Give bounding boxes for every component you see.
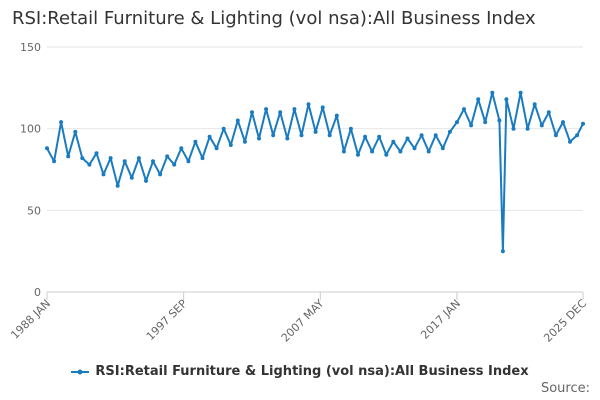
data-point[interactable] [384,152,389,157]
data-point[interactable] [285,136,290,141]
x-tick-label: 1997 SEP [144,297,190,343]
data-point[interactable] [108,156,113,161]
data-point[interactable] [115,183,120,188]
data-point[interactable] [391,139,396,144]
data-point[interactable] [455,120,459,125]
data-point[interactable] [264,107,269,112]
data-point[interactable] [73,129,78,134]
source-label: Source: [540,381,590,396]
data-point[interactable] [405,136,410,141]
data-point[interactable] [193,139,198,144]
data-point[interactable] [419,133,424,138]
data-point[interactable] [553,133,558,138]
x-tick-label: 1988 JAN [8,297,53,342]
data-point[interactable] [348,126,353,131]
data-point[interactable] [221,126,226,131]
data-point[interactable] [228,143,233,147]
data-point[interactable] [447,129,452,134]
data-point[interactable] [122,159,127,164]
data-point[interactable] [440,146,445,151]
data-point[interactable] [87,162,92,167]
legend-label: RSI:Retail Furniture & Lighting (vol nsa… [95,364,529,379]
data-point[interactable] [250,110,254,115]
data-point[interactable] [341,149,346,154]
data-point[interactable] [483,120,488,125]
data-point[interactable] [504,97,509,102]
data-point[interactable] [356,152,360,157]
data-point[interactable] [313,129,318,134]
series-group [45,90,585,254]
data-point[interactable] [497,118,502,123]
data-point[interactable] [433,133,438,138]
data-point[interactable] [179,146,184,151]
data-point[interactable] [476,97,481,102]
y-axis: 0 50 100 150 [20,41,41,299]
data-point[interactable] [370,149,375,154]
data-point[interactable] [327,133,332,138]
legend[interactable]: RSI:Retail Furniture & Lighting (vol nsa… [0,364,600,379]
data-point[interactable] [52,159,57,164]
data-point[interactable] [581,121,585,126]
data-point[interactable] [306,102,311,107]
legend-swatch [71,369,90,374]
data-point[interactable] [518,90,523,95]
x-tick-label: 2025 DEC [541,297,589,345]
data-point[interactable] [334,113,339,118]
data-point[interactable] [398,149,403,154]
data-point[interactable] [200,156,205,161]
data-point[interactable] [320,105,325,110]
data-point[interactable] [525,126,530,131]
data-point[interactable] [172,162,177,167]
data-point[interactable] [207,134,212,139]
data-point[interactable] [546,110,551,115]
data-point[interactable] [45,146,49,151]
series-line-0 [46,91,584,253]
data-point[interactable] [101,172,106,177]
data-point[interactable] [257,136,261,141]
data-point[interactable] [292,107,297,112]
data-point[interactable] [532,102,537,107]
y-tick-label: 50 [27,204,41,217]
x-tick-label: 2007 MAY [279,297,327,345]
data-point[interactable] [377,134,382,139]
x-axis: 1988 JAN 1997 SEP 2007 MAY 2017 JAN 2025 DEC [8,292,589,345]
data-point[interactable] [144,178,148,183]
data-point[interactable] [363,134,368,139]
data-point[interactable] [490,90,495,95]
data-point[interactable] [412,146,417,151]
data-point[interactable] [500,249,505,254]
data-point[interactable] [80,156,85,161]
data-point[interactable] [575,133,580,138]
chart-title: RSI:Retail Furniture & Lighting (vol nsa… [12,8,536,29]
data-point[interactable] [94,151,99,156]
data-point[interactable] [129,175,134,180]
data-point[interactable] [235,118,240,123]
data-point[interactable] [462,107,466,112]
data-point[interactable] [469,123,474,128]
data-point[interactable] [561,120,565,125]
data-point[interactable] [426,149,431,154]
data-point[interactable] [151,159,155,164]
y-tick-label: 150 [20,41,41,54]
data-point[interactable] [242,139,247,144]
data-point[interactable] [511,126,516,131]
y-tick-label: 100 [20,123,41,136]
data-point[interactable] [186,159,191,164]
data-point[interactable] [158,172,163,177]
data-point[interactable] [66,154,71,159]
data-point[interactable] [271,133,276,138]
data-point[interactable] [278,110,283,115]
data-point[interactable] [165,154,170,159]
data-point[interactable] [539,123,544,128]
data-point[interactable] [299,133,304,138]
data-point[interactable] [136,156,141,161]
data-point[interactable] [59,120,64,125]
data-point[interactable] [568,139,572,144]
x-tick-label: 2017 JAN [418,297,463,342]
data-point[interactable] [214,146,219,151]
y-tick-label: 0 [34,286,41,299]
